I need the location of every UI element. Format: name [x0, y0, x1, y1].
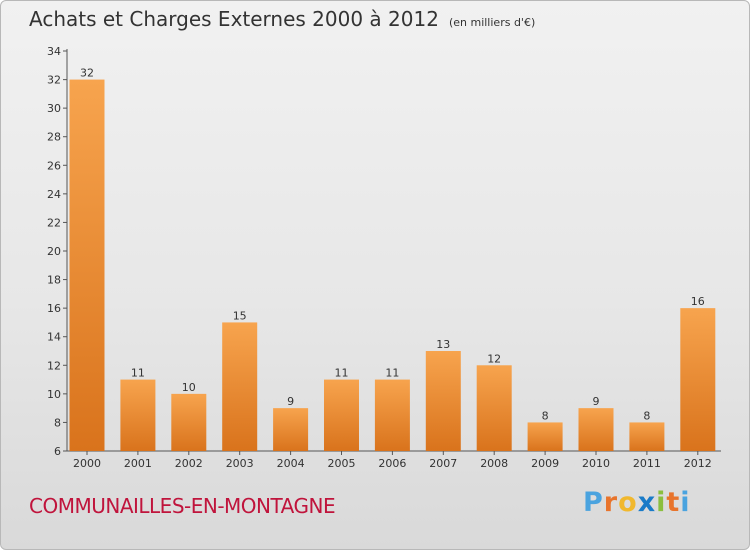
- commune-name: COMMUNAILLES-EN-MONTAGNE: [29, 494, 336, 518]
- bar-value-label: 13: [436, 338, 450, 351]
- bar: [374, 379, 410, 451]
- y-tick-label: 16: [47, 302, 61, 315]
- y-tick-label: 14: [47, 331, 61, 344]
- bar-value-label: 32: [80, 67, 94, 80]
- bar: [527, 422, 563, 451]
- x-tick-label: 2002: [175, 457, 203, 470]
- logo-letter: o: [618, 487, 638, 518]
- bar: [476, 365, 512, 451]
- bar: [425, 351, 461, 451]
- bar-value-label: 11: [131, 367, 145, 380]
- y-tick-label: 34: [47, 45, 61, 58]
- x-tick-label: 2007: [429, 457, 457, 470]
- bar-value-label: 9: [287, 395, 294, 408]
- logo-letter: t: [666, 487, 681, 518]
- bar: [222, 322, 258, 451]
- chart-unit: (en milliers d'€): [448, 16, 536, 29]
- x-tick-label: 2005: [328, 457, 356, 470]
- logo-letter: i: [656, 487, 667, 518]
- bar: [578, 408, 614, 451]
- bar-value-label: 8: [542, 409, 549, 422]
- y-tick-label: 26: [47, 159, 61, 172]
- y-tick-label: 20: [47, 245, 61, 258]
- y-tick-label: 32: [47, 74, 61, 87]
- bar: [629, 422, 665, 451]
- bar-value-label: 8: [643, 409, 650, 422]
- logo-letter: P: [583, 487, 604, 518]
- bar-value-label: 9: [593, 395, 600, 408]
- x-tick-label: 2011: [633, 457, 661, 470]
- bar-value-label: 16: [691, 295, 705, 308]
- bar: [324, 379, 359, 451]
- x-tick-label: 2004: [277, 457, 305, 470]
- bar: [69, 79, 105, 452]
- bar-value-label: 12: [487, 352, 501, 365]
- bar-value-label: 15: [233, 309, 247, 322]
- y-tick-label: 6: [54, 445, 61, 458]
- y-tick-label: 10: [47, 388, 61, 401]
- bar-value-label: 11: [385, 367, 399, 380]
- bar-value-label: 10: [182, 381, 196, 394]
- y-tick-label: 24: [47, 188, 61, 201]
- x-tick-label: 2009: [531, 457, 559, 470]
- chart-title-text: Achats et Charges Externes 2000 à 2012: [29, 7, 439, 31]
- logo-letter: i: [680, 487, 691, 518]
- bar: [120, 379, 156, 451]
- y-tick-label: 22: [47, 216, 61, 229]
- y-tick-label: 18: [47, 274, 61, 287]
- bar-value-label: 11: [335, 367, 349, 380]
- x-tick-label: 2003: [226, 457, 254, 470]
- bar: [680, 308, 716, 451]
- chart-title: Achats et Charges Externes 2000 à 2012 (e…: [29, 7, 535, 31]
- bar: [273, 408, 309, 451]
- x-tick-label: 2001: [124, 457, 152, 470]
- x-tick-label: 2010: [582, 457, 610, 470]
- x-tick-label: 2000: [73, 457, 101, 470]
- proxiti-logo: Proxiti: [583, 487, 691, 518]
- x-tick-label: 2012: [684, 457, 712, 470]
- bar: [171, 393, 207, 451]
- y-tick-label: 12: [47, 359, 61, 372]
- x-tick-label: 2006: [378, 457, 406, 470]
- x-tick-label: 2008: [480, 457, 508, 470]
- logo-letter: r: [603, 487, 619, 518]
- y-tick-label: 30: [47, 102, 61, 115]
- y-tick-label: 8: [54, 416, 61, 429]
- y-tick-label: 28: [47, 131, 61, 144]
- logo-letter: x: [637, 487, 657, 518]
